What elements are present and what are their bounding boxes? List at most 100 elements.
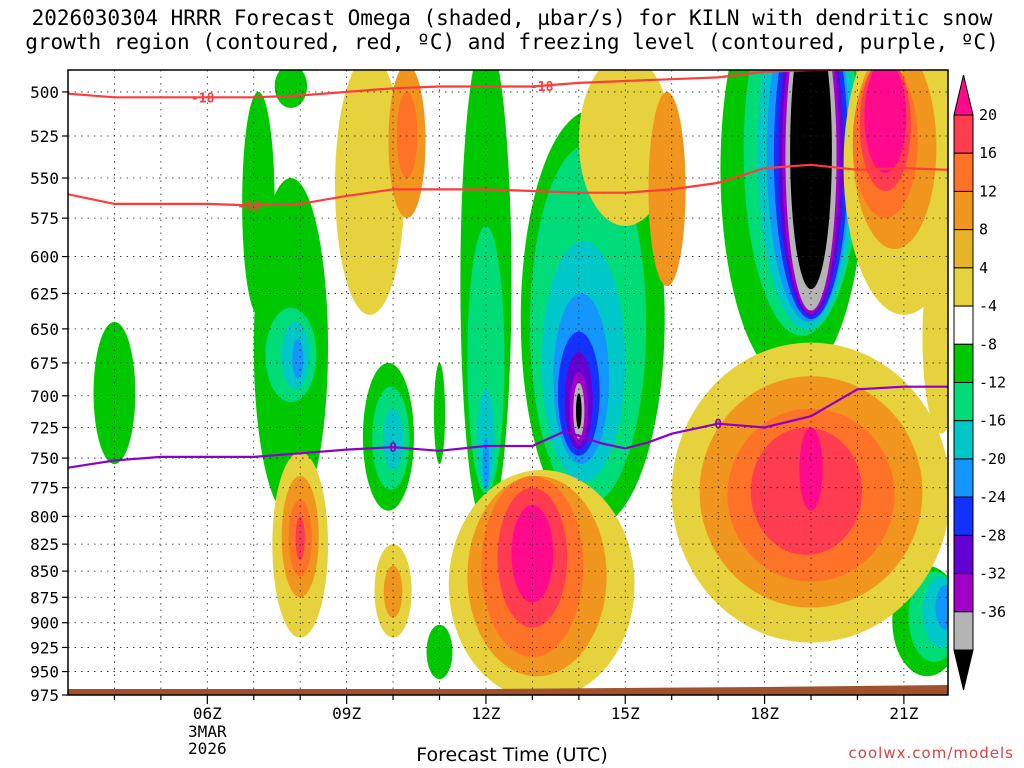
freezing-label-b-text: 0: [389, 441, 397, 456]
x-tick-label-06Z: 06Z: [193, 704, 222, 723]
colorbar-swatch-3: [953, 190, 974, 231]
colorbar-label-0: 20: [979, 106, 997, 124]
colorbar-label-3: 8: [979, 221, 988, 239]
plot-frame: [67, 69, 949, 696]
y-tick-label-575: 575: [30, 209, 59, 228]
colorbar-label-1: 16: [979, 144, 997, 162]
omega-region-13: [482, 437, 490, 491]
colorbar-swatch-14: [953, 611, 974, 651]
y-tick-label-875: 875: [30, 588, 59, 607]
gridlines: [68, 70, 948, 696]
colorbar-label-2: 12: [979, 182, 997, 200]
omega-region-47: [383, 565, 403, 618]
colorbar-label-6: -8: [979, 335, 997, 353]
omega-region-37: [790, 70, 832, 290]
dgz-label-b: -18: [530, 80, 554, 95]
x-tick-label-21Z: 21Z: [889, 704, 918, 723]
colorbar-label-5: -4: [979, 297, 997, 315]
omega-region-65: [922, 241, 948, 434]
x-tick-year: 2026: [188, 739, 227, 758]
omega-region-53: [578, 70, 672, 226]
omega-region-11: [467, 225, 505, 494]
colorbar-label-11: -28: [979, 526, 1006, 544]
y-tick-label-825: 825: [30, 535, 59, 554]
omega-region-6: [274, 70, 308, 109]
colorbar-swatch-9: [953, 420, 974, 460]
chart-title: 2026030304 HRRR Forecast Omega (shaded, …: [0, 6, 1024, 54]
dgz-label-c-text: -12: [237, 199, 260, 214]
colorbar-swatch-1: [953, 114, 974, 154]
y-tick-label-550: 550: [30, 169, 59, 188]
y-tick-label-625: 625: [30, 284, 59, 303]
x-tick-label-15Z: 15Z: [611, 704, 640, 723]
colorbar-swatch-10: [953, 458, 974, 498]
x-axis-title: Forecast Time (UTC): [416, 744, 608, 766]
y-tick-label-600: 600: [30, 248, 59, 267]
omega-region-14: [426, 624, 453, 680]
freezing-level-contour: [68, 385, 948, 469]
y-axis: 500 525 550 575 600 625 650 675 700 725 750 775 800 8…: [30, 83, 68, 705]
title-line-2: growth region (contoured, red, ºC) and f…: [25, 30, 999, 54]
y-tick-label-700: 700: [30, 387, 59, 406]
colorbar-swatch-12: [953, 534, 974, 575]
colorbar-top-arrow: [953, 74, 974, 116]
y-tick-label-925: 925: [30, 638, 59, 657]
omega-region-15: [433, 362, 446, 465]
omega-region-52: [511, 505, 554, 603]
ground-strip: [68, 685, 948, 695]
colorbar-swatch-8: [953, 382, 974, 422]
x-tick-label-09Z: 09Z: [332, 704, 361, 723]
y-tick-label-900: 900: [30, 614, 59, 633]
x-tick-label-18Z: 18Z: [750, 704, 779, 723]
dgz-label-c: -12: [237, 199, 260, 214]
omega-region-9: [382, 408, 404, 471]
y-tick-label-650: 650: [30, 320, 59, 339]
colorbar-label-4: 4: [979, 259, 988, 277]
colorbar-label-9: -20: [979, 450, 1006, 468]
y-tick-label-975: 975: [30, 686, 59, 705]
colorbar-swatch-7: [953, 343, 974, 383]
colorbar-swatch-2: [953, 152, 974, 192]
watermark-text[interactable]: coolwx.com/models: [848, 744, 1014, 762]
dgz-label-a-text: -18: [191, 91, 215, 106]
colorbar-label-7: -12: [979, 374, 1006, 392]
y-tick-label-725: 725: [30, 418, 59, 437]
dgz-contour-1: [68, 163, 948, 207]
title-line-1: 2026030304 HRRR Forecast Omega (shaded, …: [31, 6, 993, 30]
watermark-link[interactable]: coolwx.com/models: [849, 744, 1014, 762]
y-tick-label-750: 750: [30, 449, 59, 468]
colorbar-swatch-13: [953, 573, 974, 613]
colorbar-label-13: -36: [979, 603, 1006, 621]
colorbar-swatch-4: [953, 229, 974, 269]
y-tick-label-675: 675: [30, 354, 59, 373]
y-tick-label-525: 525: [30, 127, 59, 146]
omega-region-24: [576, 393, 582, 429]
omega-region-28: [935, 584, 948, 630]
omega-region-41: [396, 91, 418, 179]
y-tick-label-500: 500: [30, 83, 59, 102]
ground-terrain: [68, 685, 948, 695]
plot-border: [67, 69, 949, 696]
colorbar-swatch-11: [953, 496, 974, 536]
omega-region-5: [242, 91, 275, 315]
x-tick-label-12Z: 12Z: [471, 704, 500, 723]
colorbar-bottom-arrow: [953, 649, 974, 691]
omega-region-4: [292, 338, 304, 379]
colorbar-swatch-6: [953, 305, 974, 345]
y-tick-label-950: 950: [30, 663, 59, 682]
dgz-label-a: -18: [191, 91, 215, 106]
y-tick-label-800: 800: [30, 507, 59, 526]
freezing-label-a-text: 0: [714, 418, 722, 433]
colorbar-swatch-5: [953, 267, 974, 307]
y-tick-label-850: 850: [30, 562, 59, 581]
y-tick-label-775: 775: [30, 479, 59, 498]
freezing-label-b: 0: [389, 441, 397, 456]
x-tick-date: 3MAR: [188, 722, 227, 741]
colorbar-label-12: -32: [979, 565, 1006, 583]
freezing-label-a: 0: [714, 418, 722, 433]
colorbar-label-8: -16: [979, 412, 1006, 430]
dgz-label-b-text: -18: [530, 80, 554, 95]
omega-region-0: [93, 321, 136, 465]
